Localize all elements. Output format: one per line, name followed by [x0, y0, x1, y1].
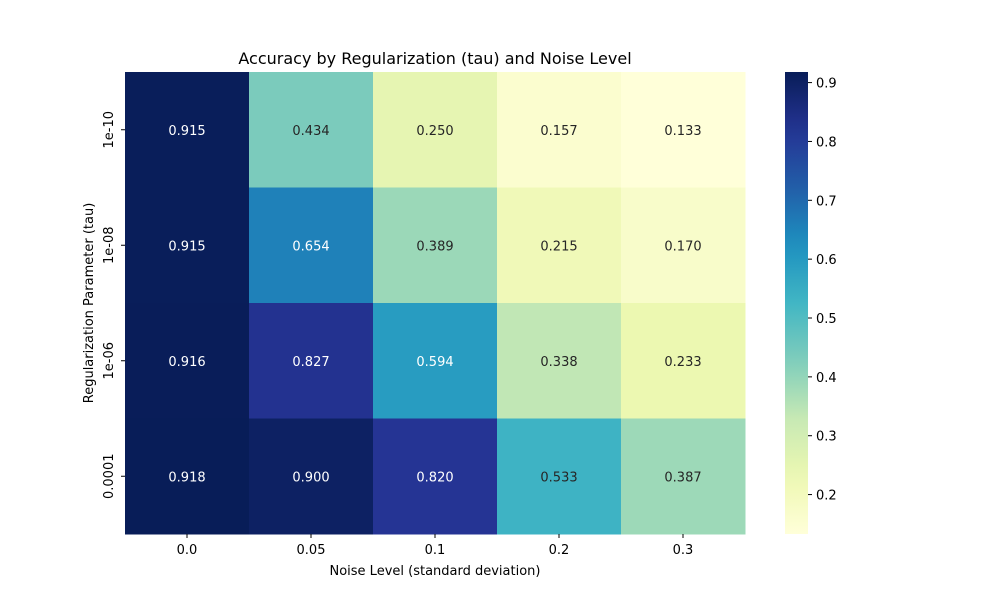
cell-value-label: 0.533	[540, 470, 577, 485]
heatmap-cell	[249, 72, 374, 188]
heatmap-cell	[373, 418, 498, 535]
heatmap-cell	[373, 72, 498, 188]
cell-value-label: 0.389	[416, 239, 453, 254]
colorbar-tick-label: 0.6	[816, 253, 837, 268]
y-tick-label: 1e-10	[102, 111, 117, 149]
colorbar-tick-label: 0.8	[816, 135, 837, 150]
cell-value-label: 0.434	[292, 124, 329, 139]
cell-value-label: 0.915	[168, 239, 205, 254]
heatmap-cell	[125, 303, 250, 419]
cell-value-label: 0.916	[168, 355, 205, 370]
y-axis-label: Regularization Parameter (tau)	[82, 203, 97, 404]
colorbar-tick-label: 0.9	[816, 77, 837, 92]
x-tick-label: 0.0	[177, 543, 198, 558]
heatmap-cell	[249, 303, 374, 419]
colorbar-gradient	[785, 72, 808, 534]
cell-value-label: 0.915	[168, 124, 205, 139]
y-axis: 1e-10 1e-08 1e-06 0.0001	[102, 111, 125, 499]
cell-value-label: 0.900	[292, 470, 329, 485]
cell-value-label: 0.250	[416, 124, 453, 139]
cell-value-label: 0.654	[292, 239, 329, 254]
cell-value-label: 0.820	[416, 470, 453, 485]
x-tick-label: 0.1	[425, 543, 446, 558]
x-tick-label: 0.2	[549, 543, 570, 558]
cell-value-label: 0.233	[664, 355, 701, 370]
heatmap-cell	[497, 72, 622, 188]
cell-value-label: 0.827	[292, 355, 329, 370]
heatmap-cell	[621, 72, 746, 188]
cell-value-label: 0.157	[540, 124, 577, 139]
colorbar-tick-label: 0.3	[816, 430, 837, 445]
heatmap-cell	[125, 418, 250, 535]
heatmap-cell	[125, 72, 250, 188]
y-tick-label: 1e-06	[102, 342, 117, 380]
heatmap-cell	[621, 303, 746, 419]
cell-value-label: 0.594	[416, 355, 453, 370]
cell-value-label: 0.918	[168, 470, 205, 485]
heatmap-cell	[497, 303, 622, 419]
heatmap-cell	[249, 418, 374, 535]
heatmap-cell	[621, 418, 746, 535]
colorbar-tick-label: 0.5	[816, 312, 837, 327]
heatmap-cell	[125, 187, 250, 304]
cell-value-label: 0.338	[540, 355, 577, 370]
heatmap-cell	[497, 418, 622, 535]
heatmap-cell	[249, 187, 374, 304]
x-axis-label: Noise Level (standard deviation)	[329, 564, 540, 579]
chart-title: Accuracy by Regularization (tau) and Noi…	[238, 49, 631, 68]
cell-value-label: 0.215	[540, 239, 577, 254]
cell-value-label: 0.387	[664, 470, 701, 485]
colorbar-tick-label: 0.2	[816, 489, 837, 504]
x-tick-label: 0.3	[673, 543, 694, 558]
x-tick-label: 0.05	[297, 543, 326, 558]
colorbar: 0.2 0.3 0.4 0.5 0.6 0.7 0.8 0.9	[785, 72, 837, 534]
heatmap-cell	[373, 187, 498, 304]
colorbar-tick-label: 0.7	[816, 194, 837, 209]
heatmap-cell	[497, 187, 622, 304]
cell-value-label: 0.133	[664, 124, 701, 139]
heatmap-cells: 0.915 0.434 0.250 0.157 0.133 0.915 0.654 0.389…	[125, 72, 746, 535]
cell-value-label: 0.170	[664, 239, 701, 254]
y-tick-label: 1e-08	[102, 226, 117, 264]
y-tick-label: 0.0001	[102, 454, 117, 500]
x-axis: 0.0 0.05 0.1 0.2 0.3	[177, 534, 694, 558]
heatmap-cell	[373, 303, 498, 419]
heatmap-cell	[621, 187, 746, 304]
colorbar-tick-label: 0.4	[816, 371, 837, 386]
